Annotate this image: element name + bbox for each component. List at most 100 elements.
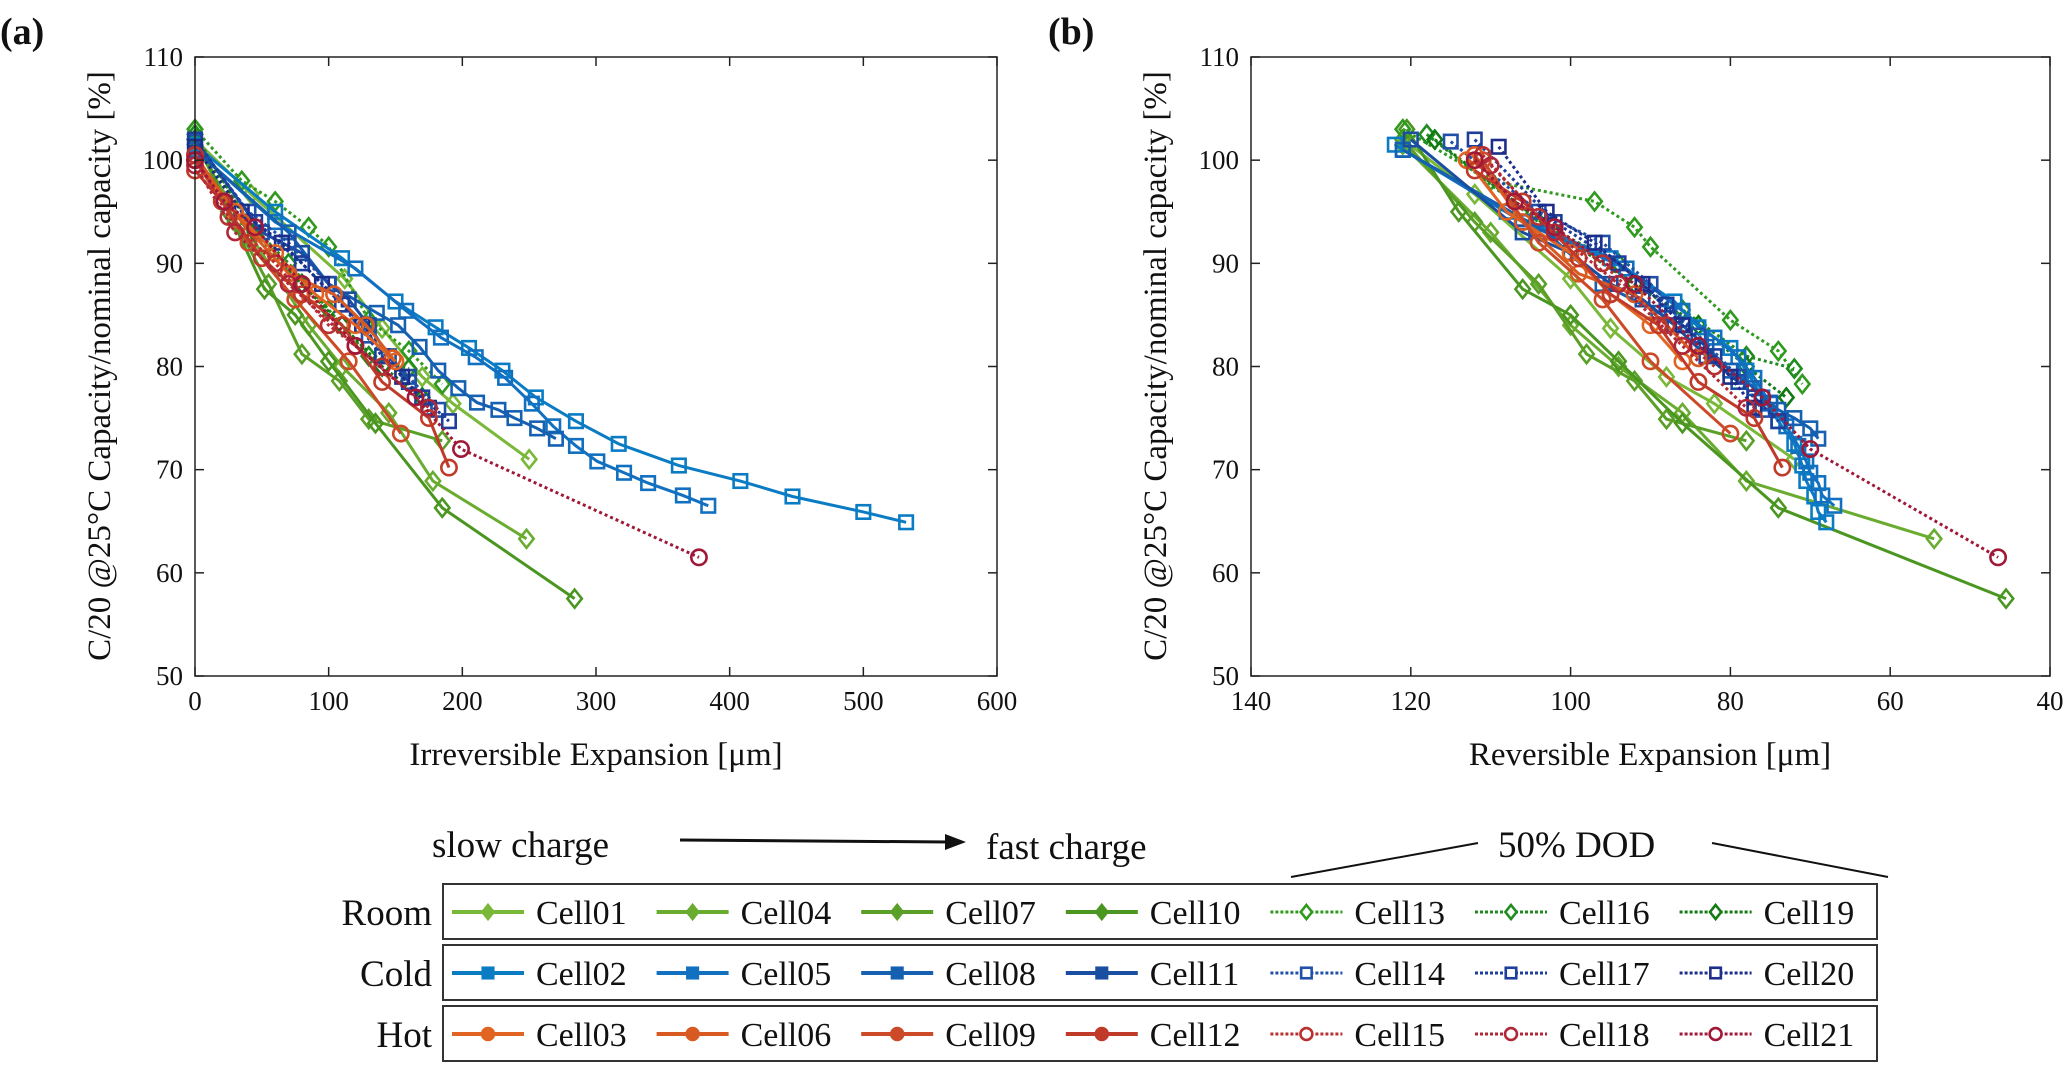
data-point-circle (215, 192, 234, 211)
y-tick-label: 60 (1212, 558, 1239, 588)
legend-box-cold (442, 944, 1878, 1001)
data-point-circle (1625, 275, 1644, 293)
data-point-square (1610, 255, 1627, 272)
series-line (193, 138, 531, 461)
legend-marker-circle (1094, 1026, 1110, 1042)
data-point-circle (1721, 424, 1740, 443)
series-line (194, 143, 907, 524)
panel-b-label: (b) (1048, 11, 1094, 53)
x-tick-label: 100 (1550, 686, 1591, 716)
y-tick-label: 110 (1200, 42, 1240, 72)
data-point-square (430, 362, 447, 379)
legend-item-cell06: Cell06 (656, 1017, 831, 1054)
data-point-square (440, 413, 458, 430)
data-point-circle (1989, 548, 2008, 567)
fast-charge-label: fast charge (986, 827, 1147, 868)
y-tick-label: 100 (143, 145, 184, 175)
data-point-circle (1753, 388, 1772, 407)
legend-item-cell17: Cell17 (1475, 956, 1650, 993)
data-point-diamond (366, 412, 385, 435)
data-point-diamond (433, 496, 452, 519)
series-line (193, 159, 700, 559)
legend-item-cell05: Cell05 (656, 956, 831, 993)
legend-label: Cell07 (945, 895, 1036, 932)
legend-row-label: Cold (360, 954, 432, 995)
y-tick-label: 90 (1212, 248, 1239, 278)
data-point-square (529, 420, 546, 437)
data-point-circle (1513, 213, 1532, 232)
data-point-diamond (1449, 200, 1468, 223)
data-point-square (347, 260, 364, 277)
y-tick-label: 70 (1212, 455, 1239, 485)
legend-marker-diamond (1708, 902, 1723, 922)
series-line (1481, 159, 1732, 435)
data-point-square (390, 317, 407, 334)
data-point-circle (292, 275, 311, 293)
legend-label: Cell21 (1764, 1017, 1855, 1054)
data-point-square (1514, 224, 1531, 241)
y-tick-label: 90 (156, 248, 183, 278)
data-point-diamond (1625, 216, 1644, 239)
legend-label: Cell01 (536, 895, 627, 932)
data-point-diamond (1657, 365, 1676, 388)
data-point-circle (1481, 156, 1500, 175)
legend-item-cell19: Cell19 (1679, 895, 1854, 932)
legend-item-cell07: Cell07 (861, 895, 1036, 932)
data-point-square (387, 293, 404, 310)
data-point-diamond (1997, 587, 2015, 610)
data-point-square (616, 464, 633, 481)
legend-marker-diamond (480, 902, 496, 922)
legend-item-cell20: Cell20 (1679, 956, 1854, 993)
x-tick-label: 600 (977, 686, 1018, 716)
legend-label: Cell04 (741, 895, 832, 932)
data-point-square (567, 413, 585, 430)
data-point-diamond (1625, 369, 1644, 393)
series-line (1489, 164, 1748, 409)
series-line (193, 154, 384, 368)
legend-item-cell09: Cell09 (861, 1017, 1036, 1054)
data-point-square (490, 401, 507, 418)
data-point-square (293, 255, 310, 272)
legend-item-cell01: Cell01 (452, 895, 627, 932)
data-point-diamond (1793, 372, 1812, 396)
data-point-circle (1641, 352, 1660, 371)
data-point-square (1442, 133, 1459, 150)
data-point-square (1586, 234, 1603, 251)
y-tick-label: 60 (156, 558, 183, 588)
data-point-circle (1689, 373, 1708, 391)
series-line (1473, 138, 1780, 423)
data-point-diamond (520, 448, 539, 471)
legend-item-cell16: Cell16 (1475, 895, 1650, 932)
data-point-square (1706, 348, 1723, 365)
legend-marker-diamond (889, 902, 905, 922)
data-point-circle (1801, 440, 1820, 458)
data-point-circle (452, 440, 470, 458)
data-point-square (784, 488, 801, 505)
panel-a-label: (a) (0, 11, 44, 53)
legend-marker-square (1299, 966, 1313, 980)
data-point-diamond (1561, 303, 1580, 326)
legend-marker-square (1709, 966, 1723, 980)
legend-label: Cell09 (945, 1017, 1036, 1054)
data-point-square (898, 514, 915, 531)
legend-marker-circle (1503, 1026, 1519, 1042)
data-point-circle (1465, 161, 1484, 180)
legend-item-cell13: Cell13 (1270, 895, 1445, 932)
data-point-circle (1737, 398, 1756, 417)
data-point-diamond (1577, 343, 1596, 366)
data-point-circle (406, 388, 425, 407)
y-tick-label: 70 (156, 455, 183, 485)
dod-label: 50% DOD (1498, 825, 1655, 866)
data-point-diamond (1705, 392, 1724, 415)
data-point-diamond (1641, 235, 1660, 258)
data-point-square (855, 503, 872, 521)
slow-charge-label: slow charge (432, 825, 609, 866)
y-tick-label: 50 (156, 661, 183, 691)
data-point-diamond (517, 527, 536, 550)
legend-label: Cell11 (1150, 956, 1239, 993)
dod-bracket-right (1711, 842, 1889, 878)
legend: Room Cell01 Cell04 Cell07 Cell10 Cell13 Cell16… (342, 883, 1878, 1062)
legend-item-cell03: Cell03 (452, 1017, 627, 1054)
legend-label: Cell15 (1354, 1017, 1445, 1054)
